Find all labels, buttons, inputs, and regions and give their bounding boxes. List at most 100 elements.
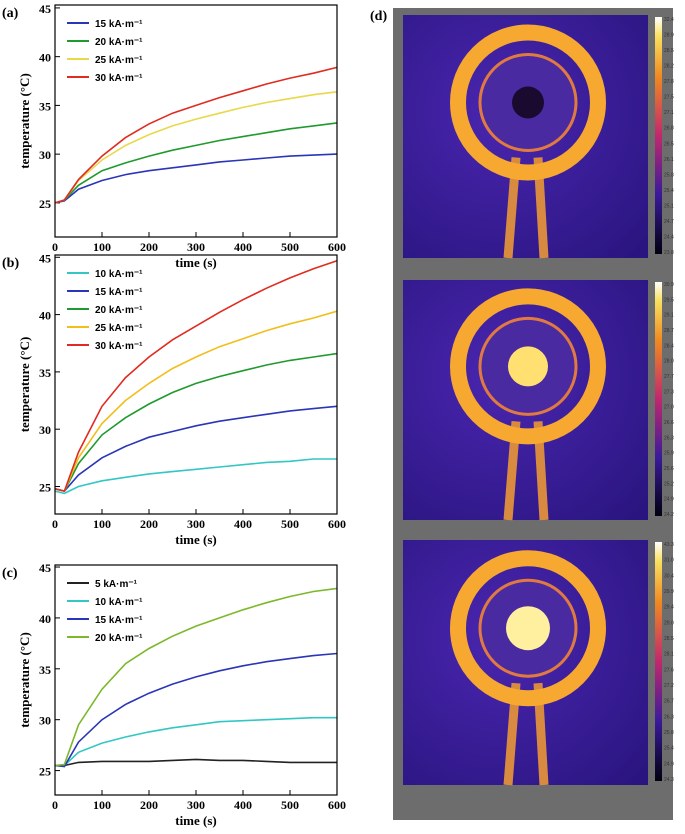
colorbar-label: 28.7 bbox=[664, 328, 674, 334]
legend-label: 20 kA·m⁻¹ bbox=[95, 37, 143, 48]
colorbar-label: 25.4 bbox=[664, 188, 674, 194]
legend-label: 25 kA·m⁻¹ bbox=[95, 55, 143, 66]
x-tick-label: 0 bbox=[52, 517, 58, 531]
colorbar-label: 25.9 bbox=[664, 451, 674, 457]
y-tick-label: 35 bbox=[39, 99, 51, 113]
y-tick-label: 25 bbox=[39, 480, 51, 494]
y-tick-label: 30 bbox=[39, 714, 51, 728]
legend-label: 20 kA·m⁻¹ bbox=[95, 633, 143, 644]
data-line bbox=[54, 405, 338, 492]
y-tick-label: 25 bbox=[39, 197, 51, 211]
y-tick-label: 35 bbox=[39, 366, 51, 380]
legend-label: 15 kA·m⁻¹ bbox=[95, 615, 143, 626]
plot-frame bbox=[54, 564, 338, 796]
colorbar-label: 28.5 bbox=[664, 636, 674, 642]
x-tick-label: 200 bbox=[140, 240, 158, 254]
colorbar-label: 26.6 bbox=[664, 420, 674, 426]
x-tick-label: 500 bbox=[281, 798, 299, 812]
legend-label: 10 kA·m⁻¹ bbox=[95, 269, 143, 280]
colorbar-label: 28.4 bbox=[664, 343, 674, 349]
y-tick-label: 40 bbox=[39, 612, 51, 626]
colorbar-label: 28.1 bbox=[664, 652, 674, 658]
data-line bbox=[54, 66, 338, 204]
data-line bbox=[54, 587, 338, 767]
colorbar-label: 26.3 bbox=[664, 714, 674, 720]
y-axis-label: temperature (°C) bbox=[17, 632, 32, 728]
legend-label: 10 kA·m⁻¹ bbox=[95, 597, 143, 608]
x-tick-label: 0 bbox=[52, 240, 58, 254]
colorbar-label: 26.1 bbox=[664, 157, 674, 163]
coil-outer bbox=[450, 550, 606, 707]
colorbar-label: 24.9 bbox=[664, 497, 674, 503]
colorbar-label: 28.0 bbox=[664, 359, 674, 365]
colorbar-label: 30.9 bbox=[664, 282, 674, 288]
colorbar-label: 27.2 bbox=[664, 683, 674, 689]
x-tick-label: 600 bbox=[328, 517, 346, 531]
legend-label: 15 kA·m⁻¹ bbox=[95, 287, 143, 298]
x-tick-label: 100 bbox=[93, 240, 111, 254]
colorbar-label: 27.0 bbox=[664, 405, 674, 411]
colorbar-label: 30.4 bbox=[664, 573, 674, 579]
x-tick-label: 200 bbox=[140, 798, 158, 812]
colorbar-label: 29.5 bbox=[664, 297, 674, 303]
y-tick-label: 40 bbox=[39, 51, 51, 65]
x-tick-label: 0 bbox=[52, 798, 58, 812]
x-tick-label: 600 bbox=[328, 240, 346, 254]
data-line bbox=[54, 458, 337, 495]
colorbar-label: 24.7 bbox=[664, 219, 674, 225]
colorbar-label: 27.3 bbox=[664, 389, 674, 395]
colorbar-label: 32.4 bbox=[664, 17, 674, 23]
colorbar-label: 26.5 bbox=[664, 141, 674, 147]
colorbar-label: 23.8 bbox=[664, 250, 674, 256]
x-tick-label: 400 bbox=[234, 798, 252, 812]
colorbar-label: 25.8 bbox=[664, 730, 674, 736]
colorbar-label: 25.1 bbox=[664, 203, 674, 209]
y-tick-label: 45 bbox=[39, 2, 51, 16]
colorbar-label: 24.2 bbox=[664, 512, 674, 518]
colorbar-label: 24.4 bbox=[664, 234, 674, 240]
data-line bbox=[54, 259, 338, 493]
data-line bbox=[55, 716, 337, 767]
y-tick-label: 30 bbox=[39, 148, 51, 162]
coil-outer bbox=[450, 288, 606, 445]
colorbar-label: 26.3 bbox=[664, 435, 674, 441]
panel-label: (d) bbox=[370, 9, 387, 24]
x-tick-label: 300 bbox=[187, 798, 205, 812]
x-tick-label: 500 bbox=[281, 240, 299, 254]
colorbar bbox=[655, 282, 662, 516]
x-tick-label: 300 bbox=[187, 240, 205, 254]
colorbar-label: 26.7 bbox=[664, 699, 674, 705]
legend-label: 25 kA·m⁻¹ bbox=[95, 323, 143, 334]
colorbar-label: 25.2 bbox=[664, 481, 674, 487]
panel-label: (c) bbox=[2, 566, 18, 581]
x-tick-label: 600 bbox=[328, 798, 346, 812]
colorbar-label: 43.3 bbox=[664, 542, 674, 548]
data-line bbox=[55, 758, 337, 767]
x-tick-label: 100 bbox=[93, 517, 111, 531]
colorbar-label: 27.7 bbox=[664, 374, 674, 380]
colorbar-label: 28.2 bbox=[664, 64, 674, 70]
legend-label: 20 kA·m⁻¹ bbox=[95, 305, 143, 316]
colorbar-label: 31.0 bbox=[664, 558, 674, 564]
colorbar-label: 27.8 bbox=[664, 79, 674, 85]
coil-outer bbox=[450, 24, 606, 181]
colorbar-label: 29.9 bbox=[664, 589, 674, 595]
x-tick-label: 400 bbox=[234, 240, 252, 254]
legend-label: 30 kA·m⁻¹ bbox=[95, 341, 143, 352]
colorbar-label: 27.6 bbox=[664, 667, 674, 673]
data-line bbox=[54, 122, 338, 204]
colorbar-label: 28.9 bbox=[664, 33, 674, 39]
x-axis-label: time (s) bbox=[175, 813, 217, 828]
legend-label: 15 kA·m⁻¹ bbox=[95, 19, 143, 30]
colorbar-label: 29.0 bbox=[664, 620, 674, 626]
colorbar bbox=[655, 542, 662, 781]
data-line bbox=[54, 310, 338, 493]
colorbar-label: 26.8 bbox=[664, 126, 674, 132]
panel-label: (a) bbox=[2, 6, 19, 21]
x-axis-label: time (s) bbox=[175, 255, 217, 270]
x-tick-label: 300 bbox=[187, 517, 205, 531]
colorbar-label: 29.4 bbox=[664, 605, 674, 611]
colorbar-label: 27.1 bbox=[664, 110, 674, 116]
x-tick-label: 100 bbox=[93, 798, 111, 812]
